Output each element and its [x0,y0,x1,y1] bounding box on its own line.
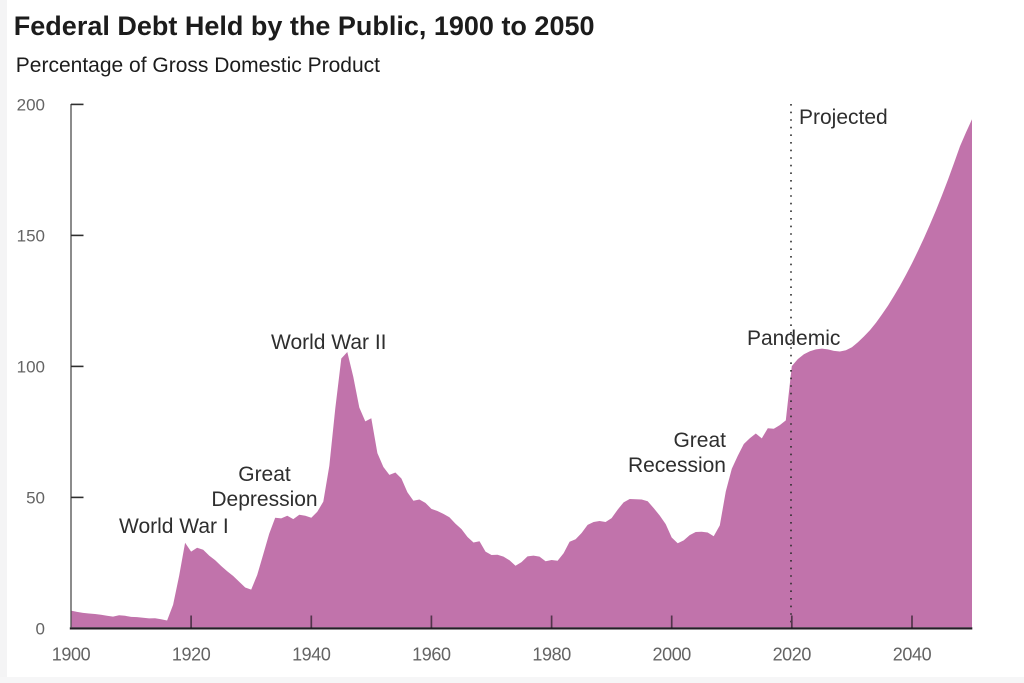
svg-text:100: 100 [17,357,45,376]
svg-text:1940: 1940 [292,645,331,665]
svg-text:200: 200 [17,95,45,114]
svg-text:2040: 2040 [893,645,932,665]
svg-text:Great: Great [238,463,291,486]
svg-text:Great: Great [673,429,726,452]
svg-text:Projected: Projected [799,106,888,129]
svg-text:1980: 1980 [532,645,571,665]
svg-text:Pandemic: Pandemic [747,327,840,350]
svg-text:2000: 2000 [652,645,691,665]
svg-text:50: 50 [26,488,45,507]
svg-text:1900: 1900 [52,645,91,665]
svg-text:1960: 1960 [412,645,451,665]
svg-text:0: 0 [36,619,45,638]
svg-text:Federal Debt Held by the Publi: Federal Debt Held by the Public, 1900 to… [14,11,595,41]
svg-text:150: 150 [17,226,45,245]
svg-text:Percentage of Gross Domestic P: Percentage of Gross Domestic Product [16,54,380,77]
svg-text:Depression: Depression [211,488,317,511]
svg-text:Recession: Recession [628,454,726,477]
svg-text:1920: 1920 [172,645,211,665]
svg-text:World War II: World War II [271,331,387,354]
svg-text:World War I: World War I [119,515,229,538]
svg-text:2020: 2020 [773,645,812,665]
